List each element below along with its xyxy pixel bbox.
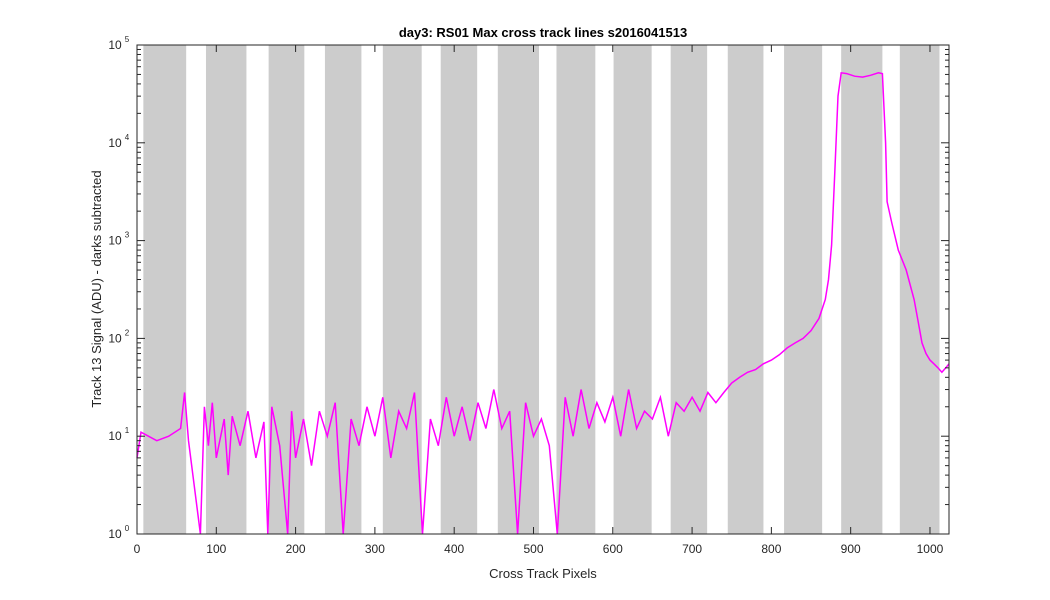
x-tick-label: 700 (682, 542, 702, 556)
x-tick-label: 1000 (917, 542, 944, 556)
series-group (136, 71, 950, 535)
x-axis-ticks: 0 100 200 300 400 500 600 700 800 900 1000 (134, 45, 944, 556)
series-line (136, 71, 950, 535)
shaded-band (670, 45, 708, 534)
y-tick-label-exponent: 0 (125, 524, 130, 533)
y-tick-label-base: 10 (108, 429, 122, 443)
shaded-band (324, 45, 362, 534)
y-tick-label-base: 10 (108, 136, 122, 150)
shaded-band (841, 45, 883, 534)
x-tick-label: 600 (603, 542, 623, 556)
x-tick-label: 800 (761, 542, 781, 556)
x-tick-label: 400 (444, 542, 464, 556)
shaded-band (205, 45, 247, 534)
shaded-band (556, 45, 596, 534)
y-tick-label-exponent: 1 (125, 426, 130, 435)
chart-title: day3: RS01 Max cross track lines s201604… (399, 25, 687, 40)
y-tick-label-base: 10 (108, 331, 122, 345)
x-tick-label: 900 (841, 542, 861, 556)
y-axis-label: Track 13 Signal (ADU) - darks subtracted (89, 170, 104, 407)
y-tick-label-exponent: 4 (125, 133, 130, 142)
y-tick-label-exponent: 2 (125, 328, 130, 337)
y-tick-label-base: 10 (108, 527, 122, 541)
x-axis-label: Cross Track Pixels (489, 566, 597, 581)
shaded-bands (143, 45, 940, 534)
y-tick-label-exponent: 5 (125, 35, 130, 44)
shaded-band (497, 45, 540, 534)
x-tick-label: 0 (134, 542, 141, 556)
shaded-band (613, 45, 652, 534)
x-tick-label: 100 (206, 542, 226, 556)
shaded-band (784, 45, 823, 534)
plot-frame (136, 44, 950, 535)
y-tick-label-exponent: 3 (125, 231, 130, 240)
shaded-band (143, 45, 187, 534)
x-tick-label: 500 (523, 542, 543, 556)
y-tick-label-base: 10 (108, 234, 122, 248)
shaded-band (440, 45, 478, 534)
shaded-band (382, 45, 422, 534)
x-tick-label: 300 (365, 542, 385, 556)
shaded-band (268, 45, 305, 534)
y-tick-label-base: 10 (108, 38, 122, 52)
x-tick-label: 200 (286, 542, 306, 556)
shaded-band (727, 45, 764, 534)
shaded-band (899, 45, 940, 534)
